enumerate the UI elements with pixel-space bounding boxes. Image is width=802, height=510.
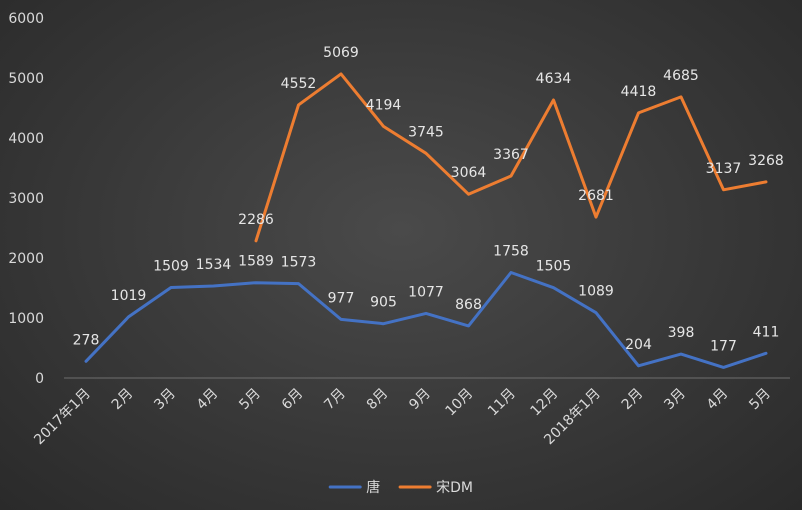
x-tick-label: 9月	[406, 386, 434, 414]
data-label: 4194	[366, 97, 402, 113]
y-tick-label: 4000	[8, 131, 44, 147]
data-label: 4685	[663, 68, 699, 84]
data-label: 905	[370, 295, 397, 311]
data-label: 204	[625, 337, 652, 353]
x-tick-label: 7月	[321, 386, 349, 414]
data-label: 2681	[578, 188, 614, 204]
data-label: 5069	[323, 45, 359, 61]
y-tick-label: 1000	[8, 311, 44, 327]
data-label: 977	[328, 290, 355, 306]
x-tick-label: 12月	[528, 386, 562, 420]
series-line-0	[84, 271, 768, 369]
data-label: 398	[668, 325, 695, 341]
y-tick-label: 2000	[8, 251, 44, 267]
data-label: 1573	[281, 255, 317, 271]
data-label: 3268	[748, 153, 784, 169]
legend-label-0: 唐	[366, 479, 380, 496]
data-label: 868	[455, 297, 482, 313]
data-label: 3137	[706, 161, 742, 177]
x-tick-label: 3月	[151, 386, 179, 414]
x-tick-label: 2月	[109, 386, 137, 414]
series-line-1	[254, 72, 768, 243]
x-tick-label: 2017年1月	[31, 386, 94, 449]
legend: 唐 宋DM	[328, 479, 473, 496]
data-label: 3745	[408, 124, 444, 140]
data-label: 4418	[621, 84, 657, 100]
x-tick-label: 10月	[443, 386, 477, 420]
data-label: 177	[710, 338, 737, 354]
data-label-layer: 278 1019 1509 1534 1589 1573 977 905 1077 868 1758…	[73, 45, 784, 355]
data-label: 1534	[196, 257, 232, 273]
data-label: 1758	[493, 244, 529, 260]
x-tick-label: 3月	[661, 386, 689, 414]
series-layer	[84, 72, 768, 369]
x-tick-label: 5月	[236, 386, 264, 414]
data-label: 4634	[536, 71, 572, 87]
legend-label-1: 宋DM	[436, 480, 473, 496]
y-tick-label: 0	[35, 371, 44, 387]
x-tick-label: 4月	[704, 386, 732, 414]
x-tick-label: 11月	[485, 386, 519, 420]
data-label: 411	[753, 324, 780, 340]
data-label: 1089	[578, 284, 614, 300]
data-label: 1505	[536, 259, 572, 275]
data-label: 3367	[493, 147, 529, 163]
y-tick-label: 5000	[8, 71, 44, 87]
x-tick-label: 4月	[194, 386, 222, 414]
data-label: 278	[73, 332, 100, 348]
data-label: 1509	[153, 258, 189, 274]
y-tick-label: 3000	[8, 191, 44, 207]
data-label: 4552	[281, 76, 317, 92]
x-tick-label: 6月	[279, 386, 307, 414]
y-tick-label: 6000	[8, 11, 44, 27]
data-label: 1019	[111, 288, 147, 304]
data-label: 1077	[408, 284, 444, 300]
x-tick-label: 5月	[746, 386, 774, 414]
x-tick-label: 8月	[364, 386, 392, 414]
data-label: 1589	[238, 254, 274, 270]
data-label: 2286	[238, 212, 274, 228]
data-label: 3064	[451, 165, 487, 181]
x-tick-label: 2月	[619, 386, 647, 414]
